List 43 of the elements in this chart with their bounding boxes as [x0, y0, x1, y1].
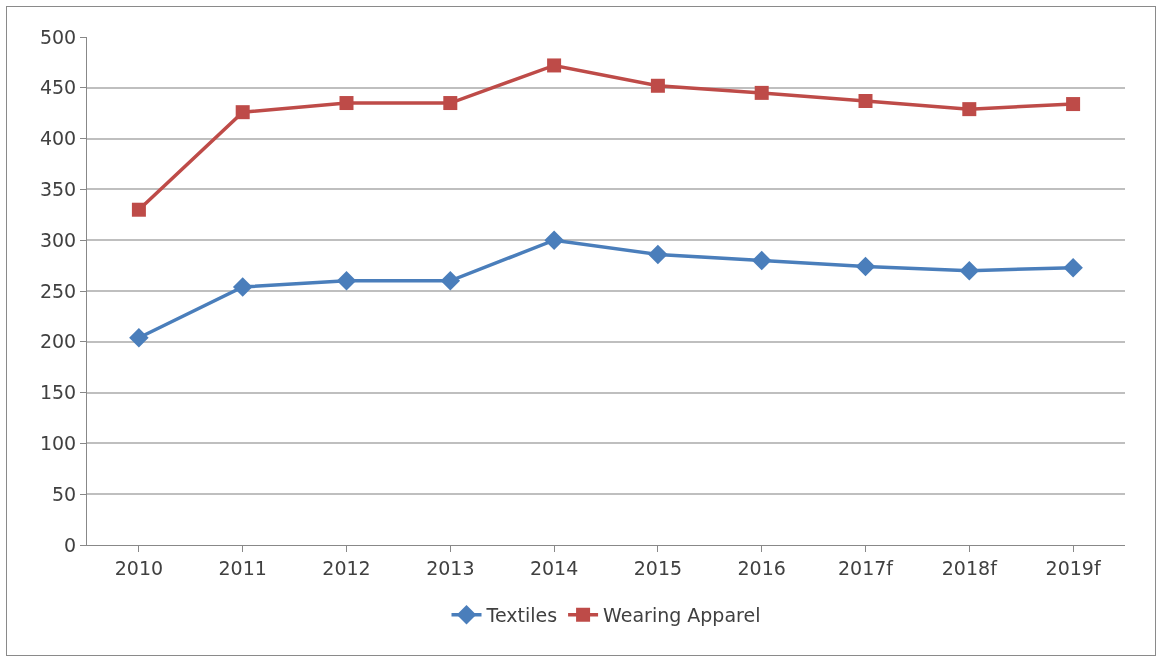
point: [751, 250, 772, 271]
point: [339, 96, 354, 111]
point: [443, 96, 458, 111]
point: [544, 230, 564, 250]
legend-label: Textiles: [485, 604, 558, 627]
y-tick-label: 150: [39, 381, 77, 404]
point: [959, 260, 980, 281]
x-tick-label: 2014: [529, 556, 579, 579]
point: [858, 94, 873, 109]
point: [650, 78, 665, 93]
y-tick-label: 200: [39, 330, 77, 353]
y-tick-label: 350: [39, 178, 77, 201]
x-tick-label: 2011: [218, 556, 267, 579]
point: [1066, 97, 1081, 112]
x-tick-label: 2013: [426, 556, 475, 579]
y-tick-label: 300: [39, 228, 77, 251]
x-tick-label: 2015: [633, 556, 683, 579]
point: [547, 58, 562, 73]
legend-label: Wearing Apparel: [603, 604, 761, 627]
y-tick-label: 100: [39, 432, 77, 455]
point: [129, 327, 149, 348]
x-tick-label: 2016: [737, 556, 786, 579]
point: [440, 271, 461, 291]
point: [1063, 257, 1083, 278]
x-tick-label: 2012: [322, 556, 371, 579]
x-tick-label: 2019f: [1045, 556, 1102, 579]
point: [754, 85, 769, 100]
point: [131, 202, 146, 217]
x-tick-label: 2010: [114, 556, 164, 579]
point: [648, 244, 668, 265]
point: [962, 102, 977, 117]
point: [855, 256, 876, 277]
point: [336, 271, 357, 291]
x-tick-label: 2018f: [941, 556, 999, 579]
y-tick-label: 0: [64, 533, 77, 556]
y-tick-label: 400: [39, 127, 77, 150]
x-tick-label: 2017f: [837, 556, 895, 579]
y-tick-label: 50: [52, 482, 77, 505]
point: [235, 105, 250, 120]
y-tick-label: 450: [39, 76, 77, 99]
point: [232, 277, 253, 297]
y-tick-label: 250: [39, 279, 77, 302]
y-tick-label: 500: [39, 25, 77, 48]
